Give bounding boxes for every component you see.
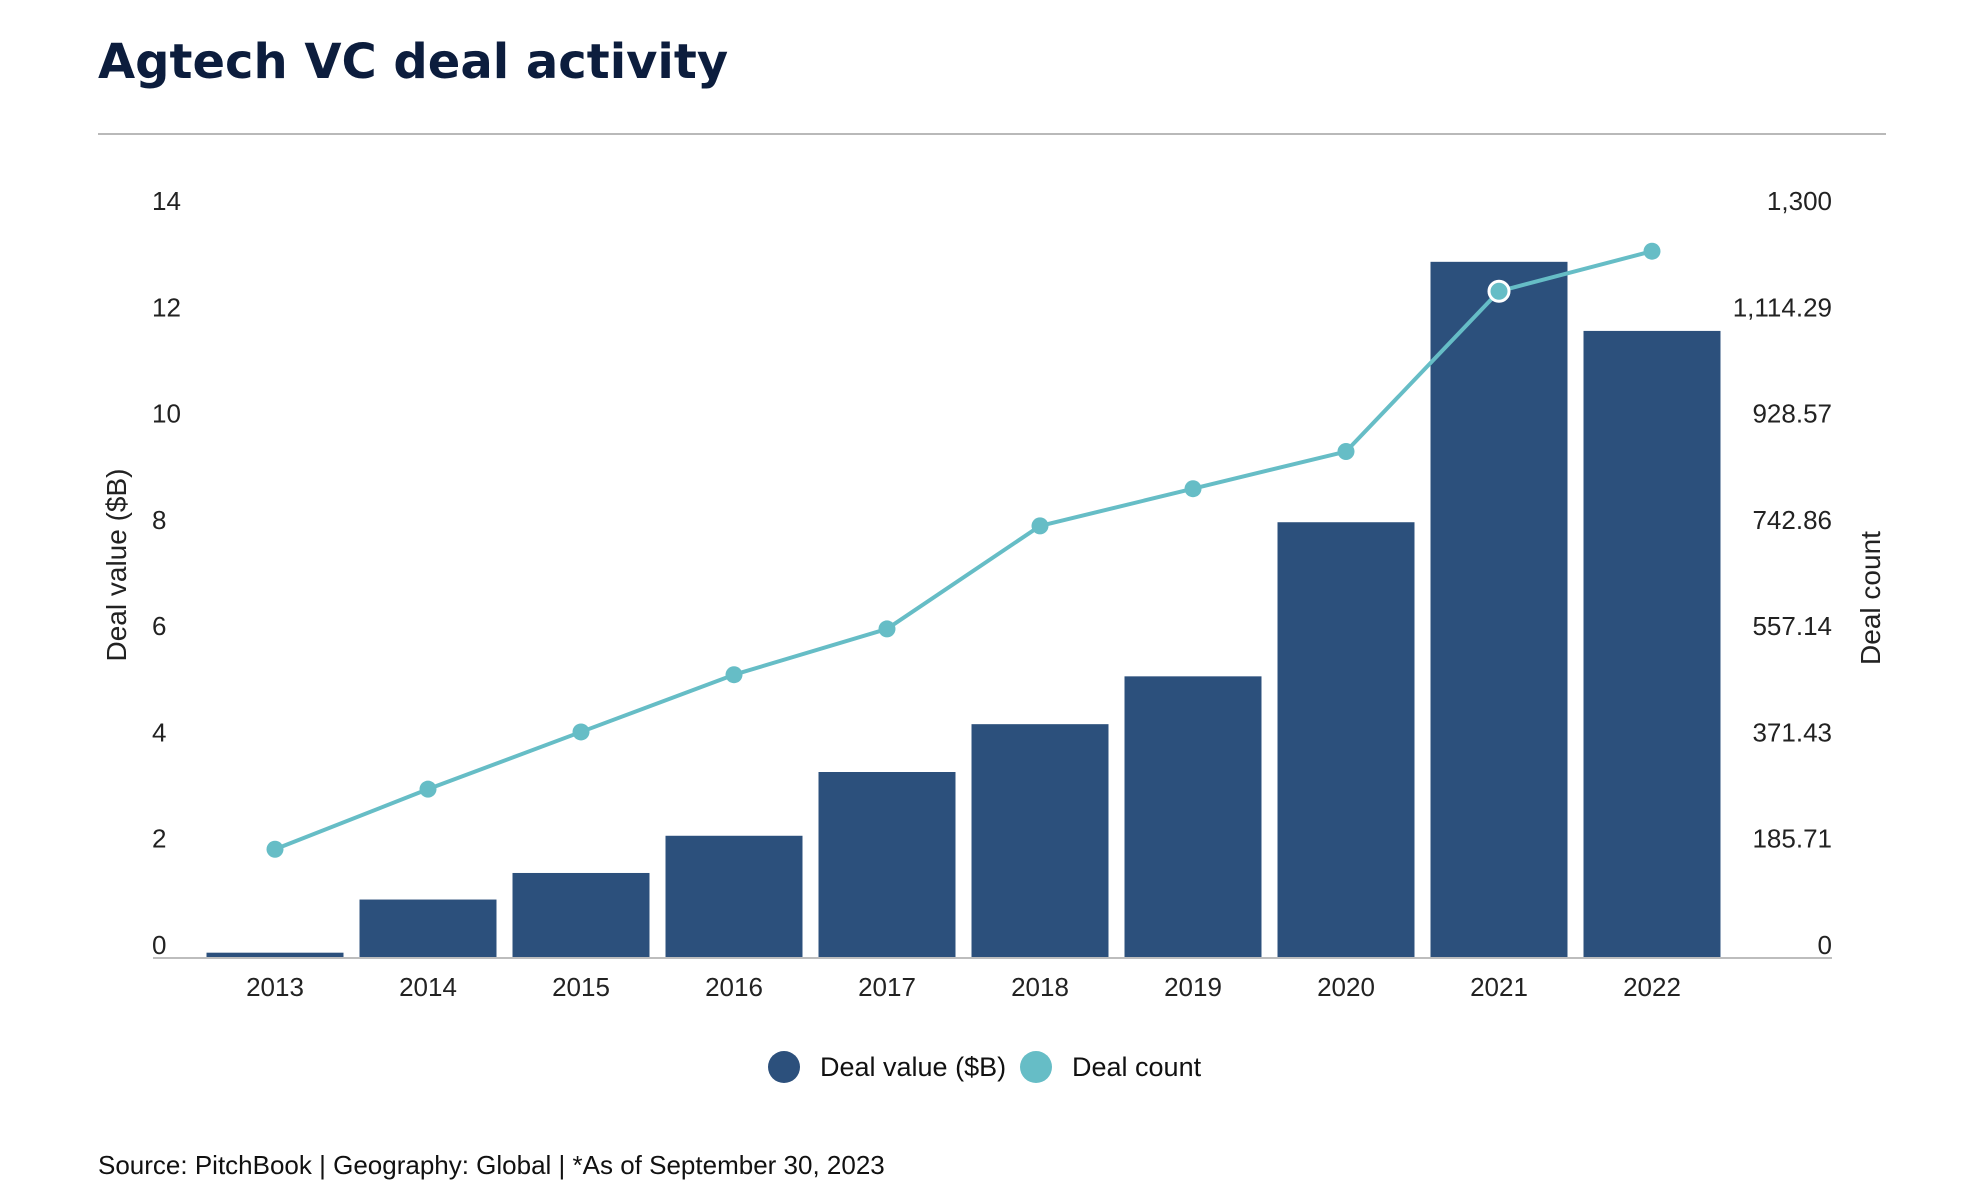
deal-count-point-2014 <box>419 780 437 798</box>
y-tick-label: 10 <box>152 399 181 429</box>
legend-label-deal-count: Deal count <box>1072 1052 1202 1082</box>
bar-2015 <box>512 872 650 958</box>
deal-count-point-2019 <box>1184 480 1202 498</box>
x-tick-label: 2021 <box>1470 972 1528 1002</box>
legend-swatch-deal-count <box>1020 1051 1052 1083</box>
legend-label-deal-value: Deal value ($B) <box>820 1052 1006 1082</box>
x-tick-label: 2015 <box>552 972 610 1002</box>
deal-count-line <box>274 249 1653 852</box>
y2-axis-label: Deal count <box>1855 531 1886 665</box>
bar-2022 <box>1583 330 1721 958</box>
y-tick-label: 14 <box>152 186 181 216</box>
deal-count-point-2018 <box>1031 517 1049 535</box>
bar-series <box>206 261 1721 958</box>
bar-2017 <box>818 772 956 958</box>
deal-count-point-2017 <box>878 620 896 638</box>
bar-2018 <box>971 724 1109 958</box>
y2-tick-label: 185.71 <box>1752 824 1832 854</box>
x-tick-label: 2013 <box>246 972 304 1002</box>
bar-2019 <box>1124 676 1262 958</box>
x-tick-label: 2022 <box>1623 972 1681 1002</box>
left-axis: 0 2 4 6 8 10 12 14 <box>152 186 181 960</box>
bar-2020 <box>1277 522 1415 958</box>
x-tick-label: 2019 <box>1164 972 1222 1002</box>
y-tick-label: 0 <box>152 930 166 960</box>
x-tick-label: 2016 <box>705 972 763 1002</box>
y-axis-label: Deal value ($B) <box>101 469 132 662</box>
bar-2021 <box>1430 261 1568 958</box>
deal-count-point-2022 <box>1643 242 1661 260</box>
legend: Deal value ($B) Deal count <box>768 1051 1202 1083</box>
y2-tick-label: 557.14 <box>1752 611 1832 641</box>
y2-tick-label: 928.57 <box>1752 399 1832 429</box>
y-tick-label: 2 <box>152 824 166 854</box>
y2-tick-label: 371.43 <box>1752 717 1832 747</box>
x-axis: 2013 2014 2015 2016 2017 2018 2019 2020 2021 2022 <box>246 972 1681 1002</box>
line-series <box>266 242 1661 858</box>
y-tick-label: 6 <box>152 611 166 641</box>
legend-swatch-deal-value <box>768 1051 800 1083</box>
deal-count-point-2020 <box>1337 443 1355 461</box>
bar-2014 <box>359 899 497 958</box>
y2-tick-label: 742.86 <box>1752 505 1832 535</box>
x-tick-label: 2020 <box>1317 972 1375 1002</box>
bar-2013 <box>206 952 344 958</box>
source-note: Source: PitchBook | Geography: Global | … <box>98 1150 885 1180</box>
y-tick-label: 4 <box>152 717 166 747</box>
x-tick-label: 2018 <box>1011 972 1069 1002</box>
deal-count-point-2016 <box>725 666 743 684</box>
y-tick-label: 8 <box>152 505 166 535</box>
bar-2016 <box>665 835 803 958</box>
deal-count-point-2015 <box>572 723 590 741</box>
y2-tick-label: 1,300 <box>1767 186 1832 216</box>
y-tick-label: 12 <box>152 292 181 322</box>
y2-tick-label: 1,114.29 <box>1733 292 1832 322</box>
deal-count-point-2013 <box>266 840 284 858</box>
deal-count-point-2021 <box>1487 279 1511 303</box>
chart-title: Agtech VC deal activity <box>98 34 728 90</box>
y2-tick-label: 0 <box>1818 930 1832 960</box>
right-axis: 0 185.71 371.43 557.14 742.86 928.57 1,114.29 1… <box>1733 186 1832 960</box>
x-tick-label: 2017 <box>858 972 916 1002</box>
x-tick-label: 2014 <box>399 972 457 1002</box>
